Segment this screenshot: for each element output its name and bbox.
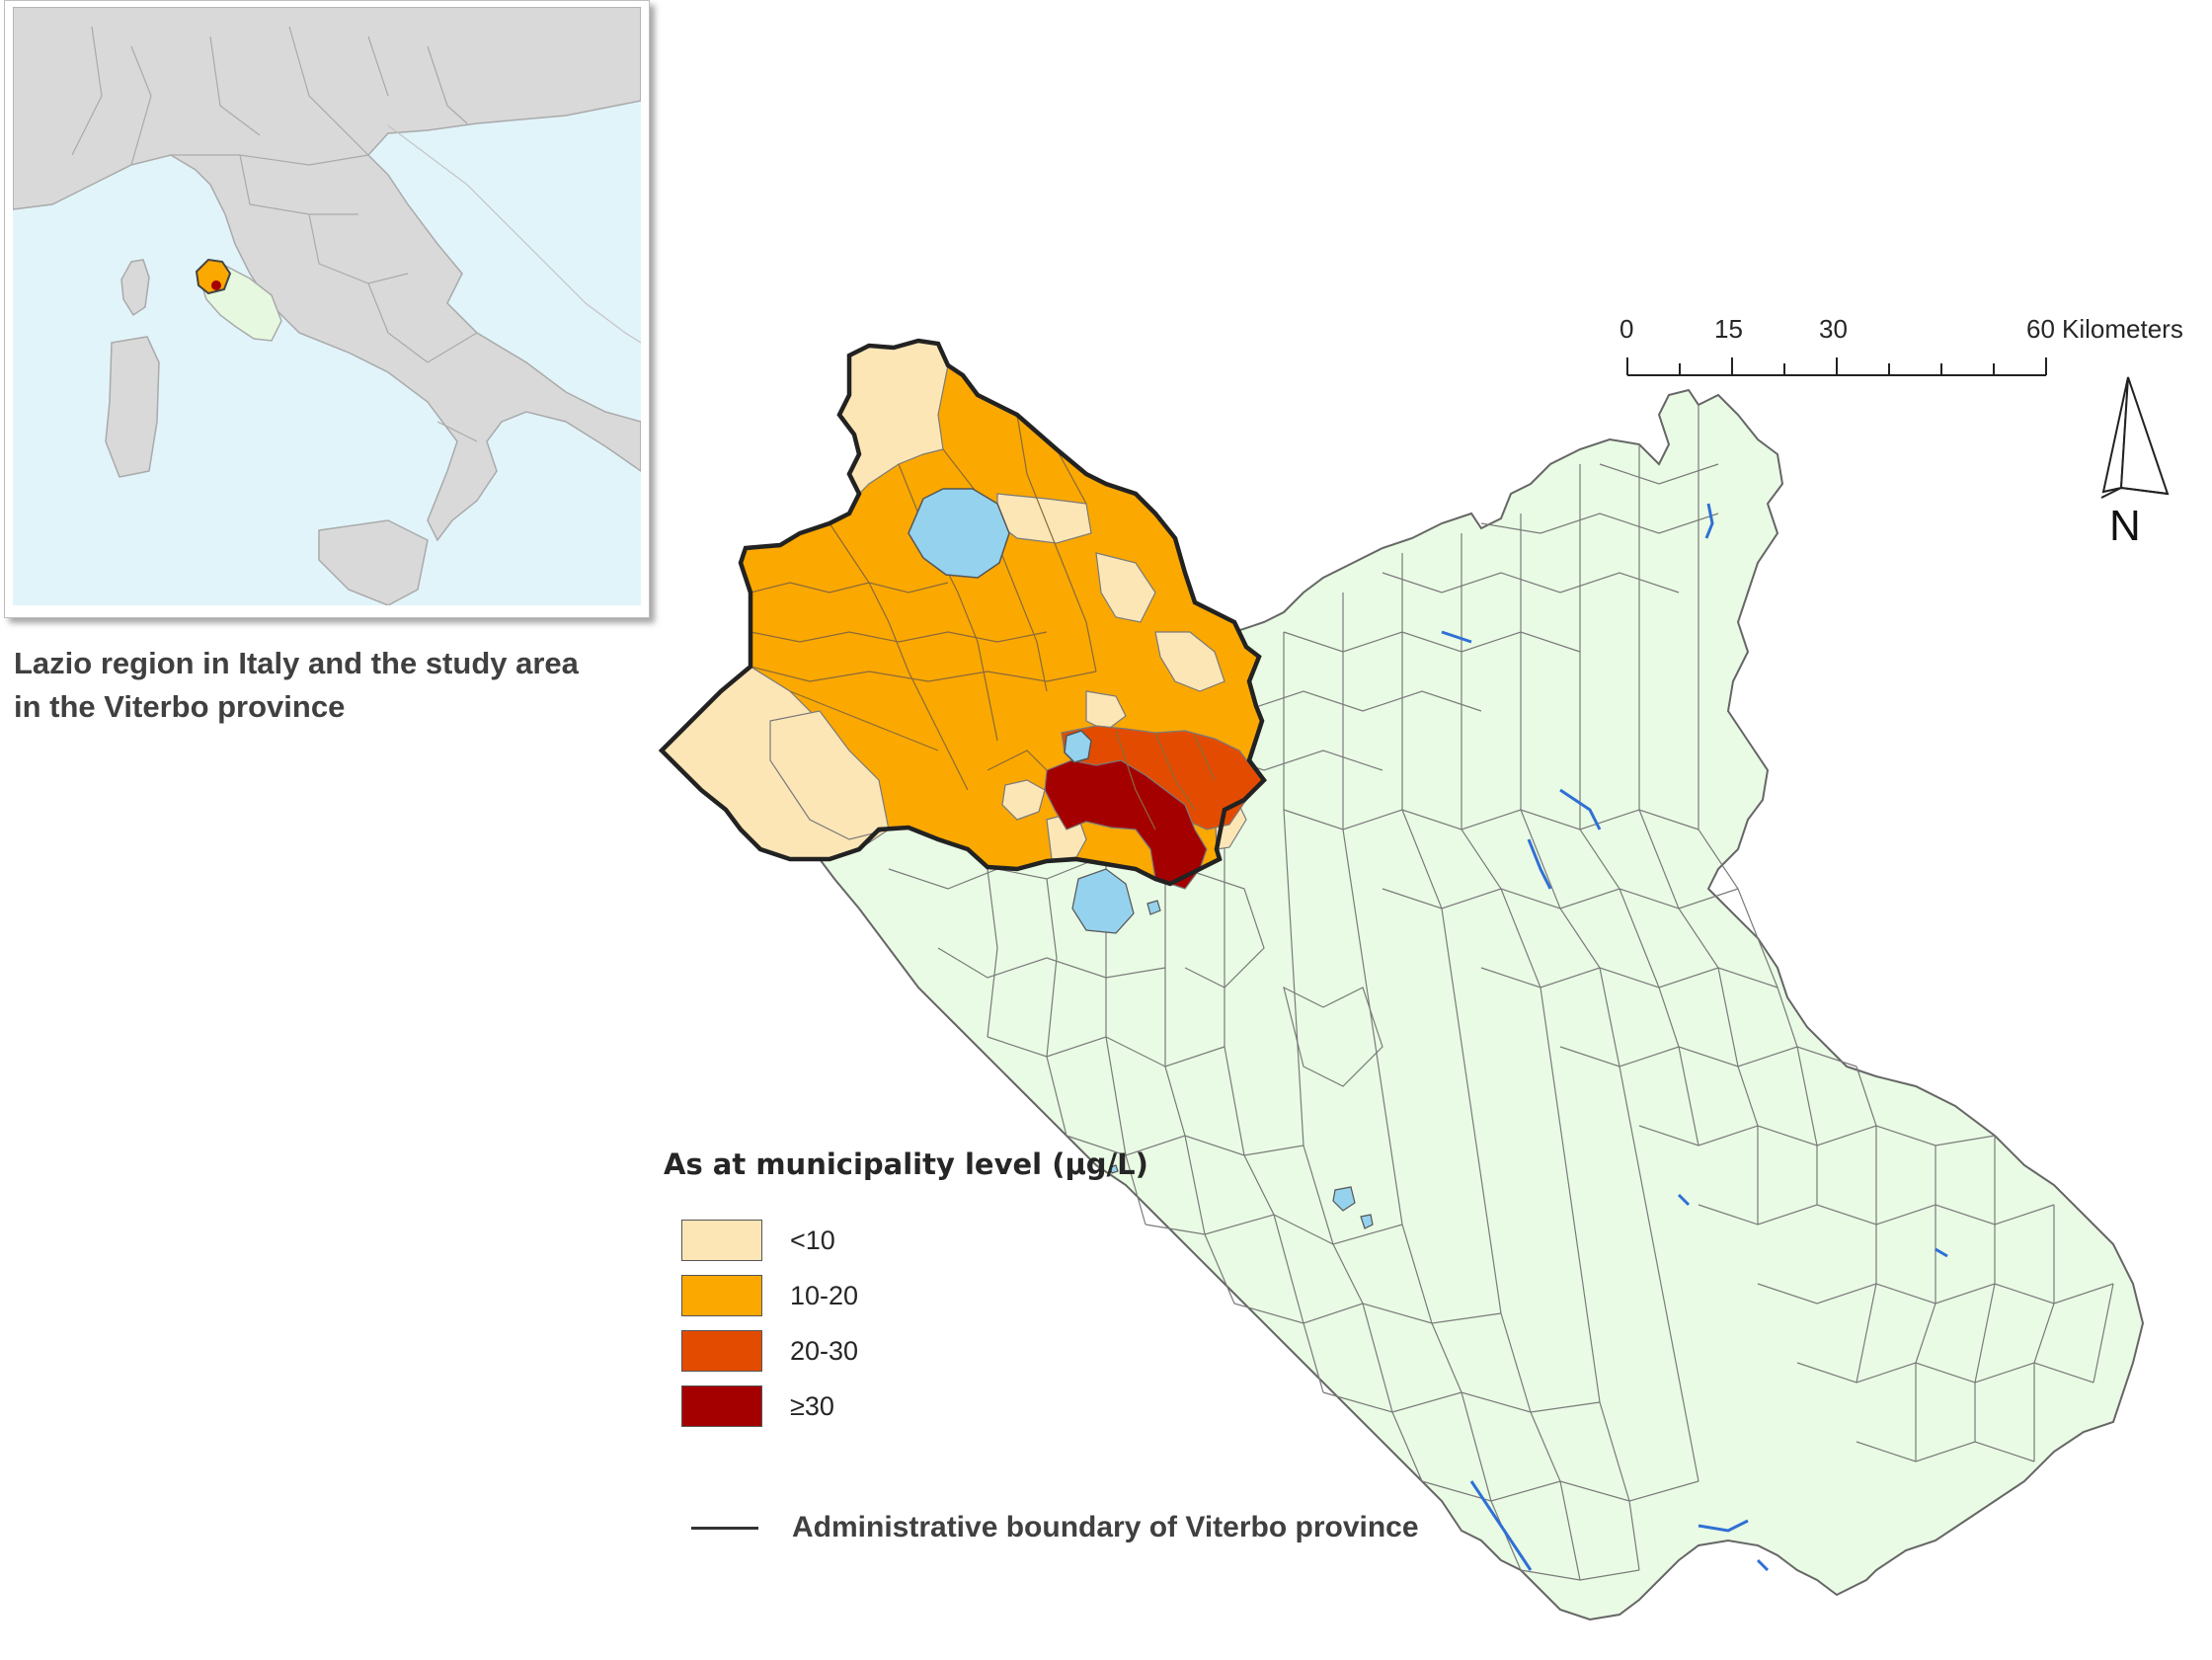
legend-swatch-4 [681,1385,762,1427]
inset-caption-line2: in the Viterbo province [14,689,346,724]
viterbo-light-ne [996,493,1092,544]
boundary-label: Administrative boundary of Viterbo provi… [792,1511,1419,1543]
viterbo-province [661,340,1265,890]
legend-label-3: 20-30 [790,1335,859,1366]
legend-row-4: ≥30 [681,1384,834,1428]
viterbo-boundary-outline [658,338,1267,887]
lake-bolsena [908,488,1010,579]
legend-swatch-2 [681,1275,762,1316]
italy-inset-map [13,7,641,605]
lake-nemi [1360,1214,1374,1229]
legend-label-4: ≥30 [790,1390,834,1421]
scale-bar [1626,357,2047,376]
scale-tick-15: 15 [1714,314,1743,344]
inset-viterbo-hotspot [211,280,221,290]
viterbo-orange-red [1061,725,1263,830]
scale-tick-60: 60 [2026,314,2055,344]
north-label: N [2109,502,2141,550]
inset-sardinia [105,336,160,478]
viterbo-light-s1 [1046,811,1087,860]
viterbo-light-east1 [1095,552,1156,623]
lake-albano [1332,1186,1356,1212]
viterbo-light-s2 [1214,794,1247,850]
viterbo-base [661,340,1265,885]
inset-caption-line1: Lazio region in Italy and the study area [14,646,579,680]
viterbo-internal-boundaries [750,414,1216,830]
legend-label-1: <10 [790,1225,835,1255]
legend-swatch-3 [681,1330,762,1372]
lake-bracciano [1071,868,1135,934]
viterbo-light-north [838,340,949,496]
viterbo-light-west [661,666,890,860]
viterbo-dark-red [1044,759,1208,890]
legend-title: As at municipality level (μg/L) [664,1147,1148,1181]
legend-label-2: 10-20 [790,1280,859,1310]
legend-swatch-1 [681,1220,762,1261]
lake-small-1 [1146,900,1161,915]
lazio-region [818,388,2145,1621]
scale-unit: Kilometers [2062,314,2183,344]
legend-boundary-row: Administrative boundary of Viterbo provi… [691,1511,1419,1544]
inset-corsica [120,259,150,317]
legend-row-2: 10-20 [681,1274,858,1317]
viterbo-light-east3 [1085,690,1127,732]
scale-tick-30: 30 [1819,314,1848,344]
lake-vico [1064,730,1092,763]
north-arrow-icon [2100,376,2170,499]
lazio-rivers [1441,503,1948,1572]
inset-balkan-coast [387,124,641,344]
inset-viterbo [195,258,232,295]
boundary-line-icon [691,1526,758,1530]
inset-mainland [13,7,641,542]
viterbo-light-west2 [769,710,890,840]
legend-row-1: <10 [681,1219,835,1262]
inset-caption: Lazio region in Italy and the study area… [14,642,666,729]
scale-tick-0: 0 [1620,314,1634,344]
viterbo-light-se [1001,779,1046,821]
italy-inset-frame [4,0,650,618]
inset-region-borders [71,26,478,442]
legend-row-3: 20-30 [681,1329,858,1373]
inset-sicily [318,519,429,605]
viterbo-light-east2 [1154,631,1225,692]
municipality-boundaries [888,405,2114,1581]
